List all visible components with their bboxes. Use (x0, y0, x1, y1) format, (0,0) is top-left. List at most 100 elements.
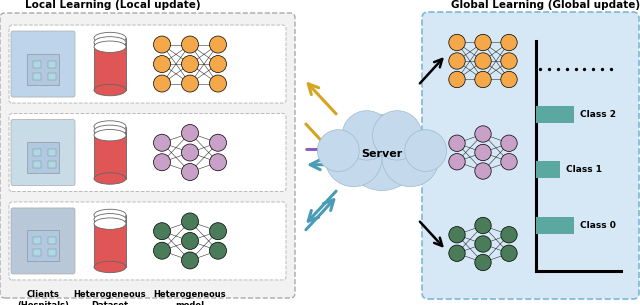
Bar (33, 249, 41, 257)
Bar (94, 213, 126, 220)
Circle shape (182, 36, 198, 53)
Circle shape (154, 36, 170, 53)
Text: Server: Server (362, 149, 403, 160)
Circle shape (182, 144, 198, 161)
Text: Heterogeneous
Dataset: Heterogeneous Dataset (74, 290, 147, 305)
Ellipse shape (94, 121, 126, 132)
Bar (536, 161, 560, 178)
Circle shape (182, 232, 198, 249)
Bar (94, 215, 126, 267)
FancyBboxPatch shape (0, 13, 295, 298)
Bar (33, 149, 41, 156)
Circle shape (209, 56, 227, 73)
Text: Local Learning (Local update): Local Learning (Local update) (26, 0, 201, 10)
Circle shape (449, 71, 465, 88)
FancyBboxPatch shape (9, 202, 286, 280)
Text: Global Learning (Global update): Global Learning (Global update) (451, 0, 640, 10)
Ellipse shape (94, 214, 126, 225)
Circle shape (342, 111, 392, 160)
FancyBboxPatch shape (9, 113, 286, 192)
Text: Class 0: Class 0 (580, 221, 616, 229)
FancyBboxPatch shape (11, 208, 75, 274)
Circle shape (449, 34, 465, 51)
Circle shape (475, 217, 492, 234)
Circle shape (500, 53, 517, 69)
Circle shape (325, 130, 382, 187)
Circle shape (500, 245, 517, 261)
Circle shape (209, 36, 227, 53)
Circle shape (404, 130, 447, 171)
Circle shape (182, 163, 198, 181)
Circle shape (475, 236, 492, 252)
Bar (26, 54, 60, 84)
Circle shape (154, 56, 170, 73)
Circle shape (500, 135, 517, 152)
Circle shape (209, 75, 227, 92)
Ellipse shape (94, 261, 126, 273)
Ellipse shape (94, 173, 126, 184)
Bar (536, 217, 574, 234)
Ellipse shape (94, 37, 126, 48)
Circle shape (475, 126, 492, 142)
Circle shape (449, 135, 465, 152)
Circle shape (154, 223, 170, 240)
Circle shape (154, 134, 170, 151)
Bar (33, 61, 41, 67)
FancyBboxPatch shape (9, 25, 286, 103)
Text: Class 1: Class 1 (566, 165, 602, 174)
FancyBboxPatch shape (11, 120, 75, 185)
Bar (94, 38, 126, 90)
Circle shape (500, 34, 517, 51)
Circle shape (317, 130, 359, 171)
Circle shape (209, 154, 227, 171)
Circle shape (209, 242, 227, 259)
Ellipse shape (94, 130, 126, 141)
Ellipse shape (94, 41, 126, 52)
Circle shape (475, 144, 492, 161)
Bar (33, 161, 41, 168)
Bar (26, 142, 60, 173)
Bar (48, 149, 56, 156)
Circle shape (475, 53, 492, 69)
Circle shape (449, 245, 465, 261)
Circle shape (154, 242, 170, 259)
Circle shape (475, 34, 492, 51)
Circle shape (209, 134, 227, 151)
Ellipse shape (94, 32, 126, 44)
Bar (94, 127, 126, 178)
Circle shape (182, 124, 198, 142)
Bar (26, 231, 60, 261)
Circle shape (449, 227, 465, 243)
Circle shape (182, 56, 198, 73)
Circle shape (344, 114, 420, 191)
Circle shape (449, 53, 465, 69)
Bar (48, 249, 56, 257)
Circle shape (449, 153, 465, 170)
Bar (536, 106, 574, 123)
Bar (48, 161, 56, 168)
Ellipse shape (94, 218, 126, 229)
Circle shape (154, 154, 170, 171)
Bar (94, 124, 126, 131)
Circle shape (154, 75, 170, 92)
Bar (33, 73, 41, 80)
Circle shape (475, 254, 492, 271)
FancyBboxPatch shape (422, 12, 639, 299)
Bar (33, 238, 41, 244)
Circle shape (209, 223, 227, 240)
Circle shape (500, 71, 517, 88)
Bar (48, 73, 56, 80)
Circle shape (182, 252, 198, 269)
Circle shape (475, 71, 492, 88)
Ellipse shape (94, 125, 126, 137)
Bar (94, 36, 126, 43)
Circle shape (372, 111, 422, 160)
Circle shape (382, 130, 439, 187)
Circle shape (475, 163, 492, 179)
Bar (48, 238, 56, 244)
Circle shape (182, 75, 198, 92)
Bar (48, 61, 56, 67)
Circle shape (500, 227, 517, 243)
Text: Clients
(Hospitals): Clients (Hospitals) (17, 290, 69, 305)
Ellipse shape (94, 84, 126, 96)
